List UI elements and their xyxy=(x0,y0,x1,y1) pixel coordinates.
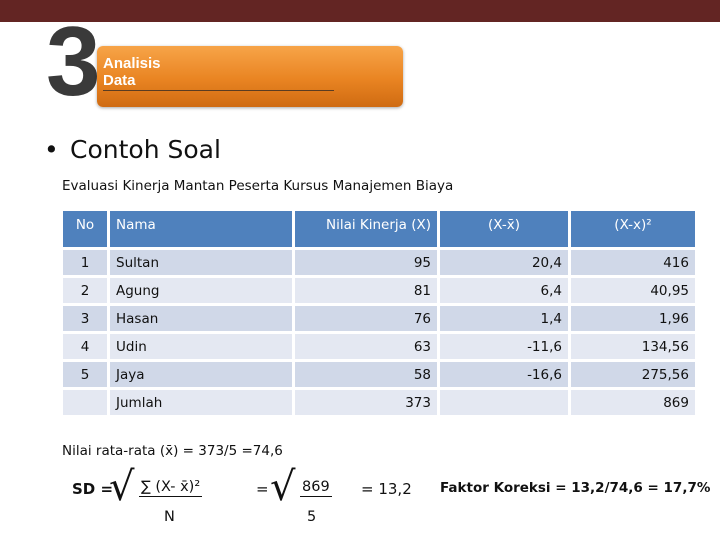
header-deviation: (X-x̄) xyxy=(440,211,568,247)
table-row: 3 Hasan 76 1,4 1,96 xyxy=(63,306,695,331)
table-row: 5 Jaya 58 -16,6 275,56 xyxy=(63,362,695,387)
mean-text: Nilai rata-rata (x̄) = 373/5 =74,6 xyxy=(62,443,283,459)
cell-nilai: 76 xyxy=(295,306,437,331)
header-nilai: Nilai Kinerja (X) xyxy=(295,211,437,247)
bullet-icon: • xyxy=(44,135,59,164)
cell-squared: 416 xyxy=(571,250,695,275)
table-row: 4 Udin 63 -11,6 134,56 xyxy=(63,334,695,359)
cell-squared: 134,56 xyxy=(571,334,695,359)
header-no: No xyxy=(63,211,107,247)
section-title-underline xyxy=(103,90,334,91)
cell-nilai: 81 xyxy=(295,278,437,303)
sd-value-numerator: 869 xyxy=(300,479,332,497)
cell-nilai: 95 xyxy=(295,250,437,275)
total-label: Jumlah xyxy=(110,390,292,415)
cell-nama: Jaya xyxy=(110,362,292,387)
cell-squared: 40,95 xyxy=(571,278,695,303)
top-bar xyxy=(0,0,720,22)
cell-deviation: -11,6 xyxy=(440,334,568,359)
cell-squared: 1,96 xyxy=(571,306,695,331)
correction-factor: Faktor Koreksi = 13,2/74,6 = 17,7% xyxy=(440,480,711,496)
cell-nama: Udin xyxy=(110,334,292,359)
sd-label: SD = xyxy=(72,480,114,498)
sd-result: = 13,2 xyxy=(361,480,412,498)
total-squared: 869 xyxy=(571,390,695,415)
cell-deviation: 1,4 xyxy=(440,306,568,331)
cell-nama: Hasan xyxy=(110,306,292,331)
table-caption: Evaluasi Kinerja Mantan Peserta Kursus M… xyxy=(62,178,454,194)
cell-deviation: 20,4 xyxy=(440,250,568,275)
total-x: 373 xyxy=(295,390,437,415)
table-total-row: Jumlah 373 869 xyxy=(63,390,695,415)
cell-deviation: 6,4 xyxy=(440,278,568,303)
cell-no: 3 xyxy=(63,306,107,331)
total-deviation-empty xyxy=(440,390,568,415)
square-root-icon: √ xyxy=(270,464,296,510)
table-row: 2 Agung 81 6,4 40,95 xyxy=(63,278,695,303)
cell-no: 2 xyxy=(63,278,107,303)
cell-no: 5 xyxy=(63,362,107,387)
header-nama: Nama xyxy=(110,211,292,247)
cell-nama: Sultan xyxy=(110,250,292,275)
cell-nilai: 63 xyxy=(295,334,437,359)
cell-no: 1 xyxy=(63,250,107,275)
cell-no-empty xyxy=(63,390,107,415)
table-row: 1 Sultan 95 20,4 416 xyxy=(63,250,695,275)
cell-nama: Agung xyxy=(110,278,292,303)
cell-squared: 275,56 xyxy=(571,362,695,387)
sd-value-denominator: 5 xyxy=(307,509,317,525)
cell-nilai: 58 xyxy=(295,362,437,387)
header-squared: (X-x)² xyxy=(571,211,695,247)
cell-deviation: -16,6 xyxy=(440,362,568,387)
sd-equals: = xyxy=(256,480,269,498)
bullet-text: Contoh Soal xyxy=(70,135,221,164)
sd-formula-numerator: ∑ (X- x̄)² xyxy=(139,479,203,497)
table-header-row: No Nama Nilai Kinerja (X) (X-x̄) (X-x)² xyxy=(63,211,695,247)
section-title: Analisis Data xyxy=(103,55,161,89)
cell-no: 4 xyxy=(63,334,107,359)
square-root-icon: √ xyxy=(109,464,135,510)
data-table: No Nama Nilai Kinerja (X) (X-x̄) (X-x)² … xyxy=(60,208,698,418)
section-number: 3 xyxy=(46,6,100,116)
sd-formula-denominator: N xyxy=(164,509,175,525)
section-title-box xyxy=(97,46,403,107)
bullet-heading: • Contoh Soal xyxy=(44,133,221,167)
